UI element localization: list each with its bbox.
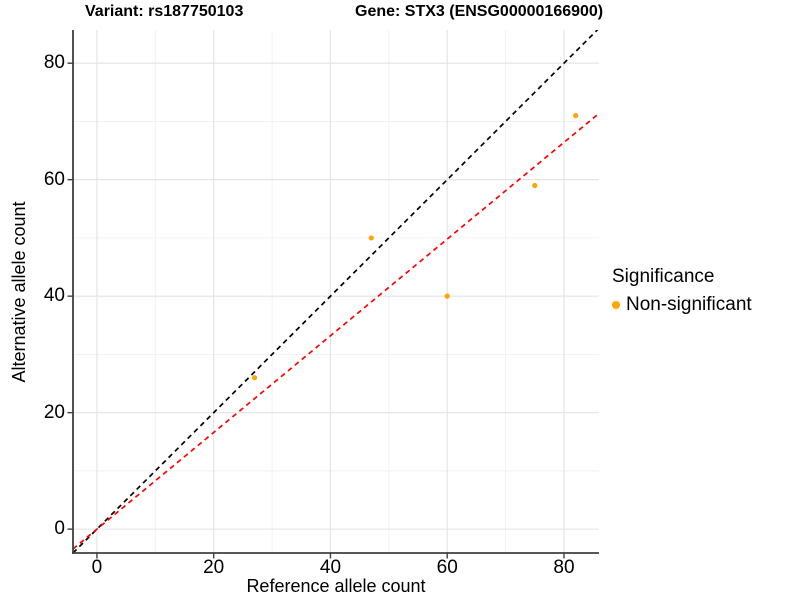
plot-title-gene: Gene: STX3 (ENSG00000166900)	[355, 3, 604, 20]
x-tick-label: 60	[436, 557, 458, 578]
y-tick-label: 20	[43, 401, 65, 423]
x-axis-title: Reference allele count	[246, 576, 426, 596]
legend-title: Significance	[612, 266, 715, 287]
y-tick-label: 60	[43, 168, 65, 190]
data-point	[573, 113, 579, 119]
x-tick-label: 0	[91, 557, 103, 578]
legend-item-label: Non-significant	[626, 294, 752, 315]
y-tick-label: 0	[54, 518, 65, 540]
x-tick-label: 20	[203, 557, 225, 578]
data-point	[368, 235, 374, 241]
y-tick-label: 80	[43, 52, 65, 74]
identity-line	[73, 30, 599, 553]
x-tick-label: 40	[319, 557, 342, 578]
plot-title-variant: Variant: rs187750103	[85, 3, 244, 20]
data-point	[251, 375, 258, 381]
y-tick-label: 40	[43, 285, 65, 307]
legend-point-icon	[612, 300, 620, 309]
y-axis-title: Alternative allele count	[9, 201, 29, 383]
legend-item: Non-significant	[612, 293, 798, 316]
x-tick-label: 80	[553, 557, 575, 578]
data-point	[444, 293, 450, 299]
fit-line	[73, 112, 599, 550]
legend: Significance Non-significant	[612, 265, 798, 316]
data-point	[532, 182, 538, 189]
